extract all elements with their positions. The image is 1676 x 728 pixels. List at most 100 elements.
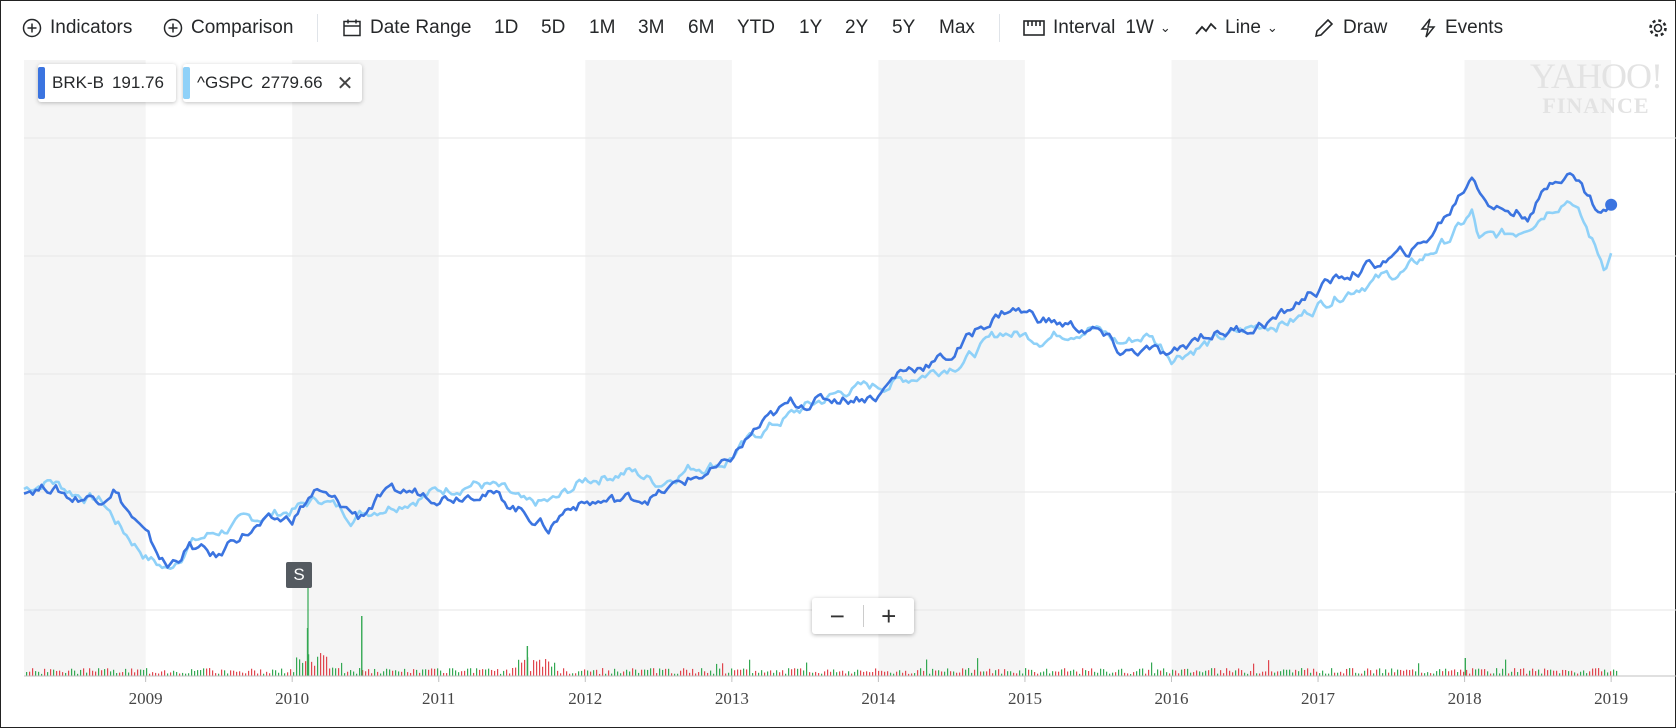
volume-bar bbox=[875, 668, 877, 676]
interval-dropdown[interactable]: Interval 1W ⌄ bbox=[1023, 14, 1171, 42]
volume-bar bbox=[1328, 673, 1330, 676]
volume-bar bbox=[1544, 668, 1546, 676]
volume-bar bbox=[1307, 668, 1309, 676]
range-max[interactable]: Max bbox=[939, 17, 975, 38]
events-button[interactable]: Events bbox=[1419, 14, 1503, 42]
volume-bar bbox=[1136, 671, 1138, 676]
settings-button[interactable] bbox=[1647, 14, 1676, 42]
volume-bar bbox=[818, 673, 820, 676]
volume-bar bbox=[881, 670, 883, 676]
chart-type-dropdown[interactable]: Line ⌄ bbox=[1195, 14, 1278, 42]
volume-bar bbox=[551, 666, 553, 676]
volume-bar bbox=[908, 673, 910, 676]
volume-bar bbox=[842, 670, 844, 676]
zoom-control: − + bbox=[812, 598, 914, 634]
volume-bar bbox=[1070, 670, 1072, 676]
range-5d[interactable]: 5D bbox=[541, 17, 566, 38]
volume-bar bbox=[470, 668, 472, 676]
volume-bar bbox=[617, 671, 619, 676]
volume-bar bbox=[101, 670, 103, 676]
legend-item-gspc[interactable]: ^GSPC 2779.66 ✕ bbox=[183, 64, 362, 102]
range-6m[interactable]: 6M bbox=[688, 17, 715, 38]
volume-bar bbox=[365, 671, 367, 676]
volume-bar bbox=[518, 659, 520, 676]
zoom-in-button[interactable]: + bbox=[881, 601, 897, 631]
volume-bar bbox=[1121, 668, 1123, 676]
volume-bar bbox=[1193, 672, 1195, 676]
volume-bar bbox=[1256, 673, 1258, 676]
volume-bar bbox=[590, 671, 592, 676]
volume-bar bbox=[422, 669, 424, 676]
volume-bar bbox=[266, 671, 268, 676]
volume-bar bbox=[1118, 669, 1120, 676]
volume-bar bbox=[1433, 673, 1435, 676]
split-event-marker[interactable]: S bbox=[286, 562, 312, 588]
volume-bar bbox=[1451, 670, 1453, 676]
volume-bar bbox=[1511, 671, 1513, 676]
volume-bar bbox=[38, 671, 40, 676]
volume-bar bbox=[68, 670, 70, 676]
volume-bar bbox=[185, 673, 187, 676]
volume-bar bbox=[1382, 673, 1384, 676]
volume-bar bbox=[224, 670, 226, 676]
volume-bar bbox=[911, 673, 913, 676]
volume-bar bbox=[107, 668, 109, 676]
zoom-out-button[interactable]: − bbox=[829, 601, 845, 631]
volume-bar bbox=[1133, 672, 1135, 676]
volume-bar bbox=[1502, 668, 1504, 676]
volume-bar bbox=[461, 671, 463, 676]
volume-bar bbox=[242, 672, 244, 676]
range-1d[interactable]: 1D bbox=[494, 17, 519, 38]
range-1y[interactable]: 1Y bbox=[799, 17, 823, 38]
volume-bar bbox=[734, 670, 736, 676]
comparison-button[interactable]: Comparison bbox=[163, 14, 293, 42]
volume-bar bbox=[677, 673, 679, 676]
volume-bar bbox=[500, 673, 502, 676]
x-tick-label: 2019 bbox=[1594, 689, 1628, 708]
legend-item-brk-b[interactable]: BRK-B 191.76 bbox=[38, 64, 176, 102]
volume-bar bbox=[1244, 672, 1246, 676]
volume-bar bbox=[1613, 669, 1615, 676]
lightning-icon bbox=[1420, 18, 1436, 38]
volume-bar bbox=[1490, 673, 1492, 676]
volume-bar bbox=[179, 673, 181, 676]
volume-bar bbox=[1106, 671, 1108, 676]
range-2y[interactable]: 2Y bbox=[845, 17, 869, 38]
volume-bar bbox=[1160, 670, 1162, 676]
volume-bar bbox=[1400, 669, 1402, 676]
volume-bar bbox=[1487, 671, 1489, 676]
volume-bar bbox=[413, 669, 415, 676]
volume-bar bbox=[488, 668, 490, 676]
volume-bar bbox=[1001, 673, 1003, 676]
chevron-down-icon: ⌄ bbox=[1159, 20, 1171, 35]
volume-bar bbox=[1499, 673, 1501, 676]
volume-bar bbox=[767, 671, 769, 676]
volume-bar bbox=[1163, 668, 1165, 676]
range-1m[interactable]: 1M bbox=[589, 17, 616, 38]
volume-bar bbox=[1034, 672, 1036, 676]
volume-bar bbox=[1097, 672, 1099, 676]
series-lines bbox=[23, 172, 1618, 570]
indicators-button[interactable]: Indicators bbox=[22, 14, 132, 42]
volume-bar bbox=[1214, 668, 1216, 676]
volume-bar bbox=[320, 653, 322, 676]
date-range-button[interactable]: Date Range bbox=[342, 14, 471, 42]
volume-bar bbox=[53, 669, 55, 676]
close-icon[interactable]: ✕ bbox=[336, 72, 354, 95]
volume-bar bbox=[1058, 671, 1060, 676]
volume-bar bbox=[71, 668, 73, 676]
volume-bar bbox=[1520, 668, 1522, 676]
volume-bar bbox=[446, 673, 448, 676]
volume-bar bbox=[977, 658, 979, 676]
legend-value: 2779.66 bbox=[261, 73, 323, 92]
range-3m[interactable]: 3M bbox=[638, 17, 665, 38]
range-ytd[interactable]: YTD bbox=[737, 17, 775, 38]
draw-button[interactable]: Draw bbox=[1313, 14, 1387, 42]
volume-bar bbox=[773, 672, 775, 676]
volume-bar bbox=[515, 667, 517, 676]
volume-bar bbox=[1235, 670, 1237, 676]
volume-bar bbox=[1409, 670, 1411, 676]
volume-bar bbox=[968, 668, 970, 676]
range-5y[interactable]: 5Y bbox=[892, 17, 916, 38]
